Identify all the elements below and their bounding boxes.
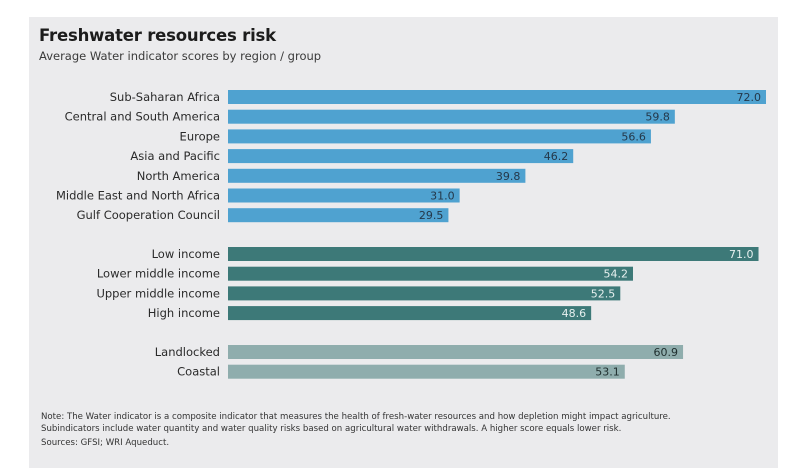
bar-group-income-group: Low income 71.0 Lower middle income 54.2 Upp… (96, 247, 759, 321)
bar-lower-middle-income (228, 266, 633, 281)
bar-upper-middle-income (228, 286, 621, 301)
category-label-low-income: Low income (152, 247, 220, 261)
category-label-gulf-cooperation-council: Gulf Cooperation Council (77, 208, 220, 222)
bar-gulf-cooperation-council (228, 208, 449, 223)
bar-landlocked (228, 345, 684, 359)
bar-group-region: Sub-Saharan Africa 72.0 Central and South … (56, 90, 766, 223)
note-line-2: Subindicators include water quantity and… (41, 424, 622, 434)
value-label-upper-middle-income: 52.5 (591, 287, 616, 300)
category-label-coastal: Coastal (177, 365, 220, 379)
value-label-gulf-cooperation-council: 29.5 (419, 209, 444, 222)
category-label-north-america: North America (137, 169, 220, 183)
category-label-middle-east-and-north-africa: Middle East and North Africa (56, 189, 220, 203)
note-line-1: Note: The Water indicator is a composite… (41, 412, 671, 422)
category-label-asia-and-pacific: Asia and Pacific (130, 149, 220, 163)
value-label-coastal: 53.1 (595, 366, 620, 379)
bar-asia-and-pacific (228, 149, 574, 164)
category-label-sub-saharan-africa: Sub-Saharan Africa (110, 90, 220, 104)
category-label-landlocked: Landlocked (155, 345, 220, 359)
category-label-lower-middle-income: Lower middle income (97, 267, 220, 281)
value-label-high-income: 48.6 (562, 307, 587, 320)
value-label-lower-middle-income: 54.2 (603, 268, 628, 281)
value-label-low-income: 71.0 (729, 248, 754, 261)
value-label-sub-saharan-africa: 72.0 (737, 91, 762, 104)
category-label-europe: Europe (180, 129, 220, 143)
bar-sub-saharan-africa (228, 90, 766, 104)
bar-coastal (228, 364, 625, 379)
bar-high-income (228, 306, 592, 321)
bar-central-and-south-america (228, 109, 675, 124)
value-label-central-and-south-america: 59.8 (645, 111, 670, 124)
value-label-europe: 56.6 (621, 130, 646, 143)
chart-subtitle: Average Water indicator scores by region… (39, 49, 322, 63)
bar-low-income (228, 247, 759, 261)
category-label-high-income: High income (148, 306, 220, 320)
bar-middle-east-and-north-africa (228, 188, 460, 203)
bar-north-america (228, 168, 526, 183)
value-label-north-america: 39.8 (496, 170, 521, 183)
category-label-central-and-south-america: Central and South America (65, 110, 220, 124)
value-label-landlocked: 60.9 (654, 346, 679, 359)
category-label-upper-middle-income: Upper middle income (96, 286, 220, 300)
bar-group-geography: Landlocked 60.9 Coastal 53.1 (155, 345, 684, 379)
chart-title: Freshwater resources risk (39, 26, 276, 45)
value-label-middle-east-and-north-africa: 31.0 (430, 190, 455, 203)
value-label-asia-and-pacific: 46.2 (544, 150, 569, 163)
sources-note: Sources: GFSI; WRI Aqueduct. (41, 438, 170, 448)
bar-europe (228, 129, 651, 144)
